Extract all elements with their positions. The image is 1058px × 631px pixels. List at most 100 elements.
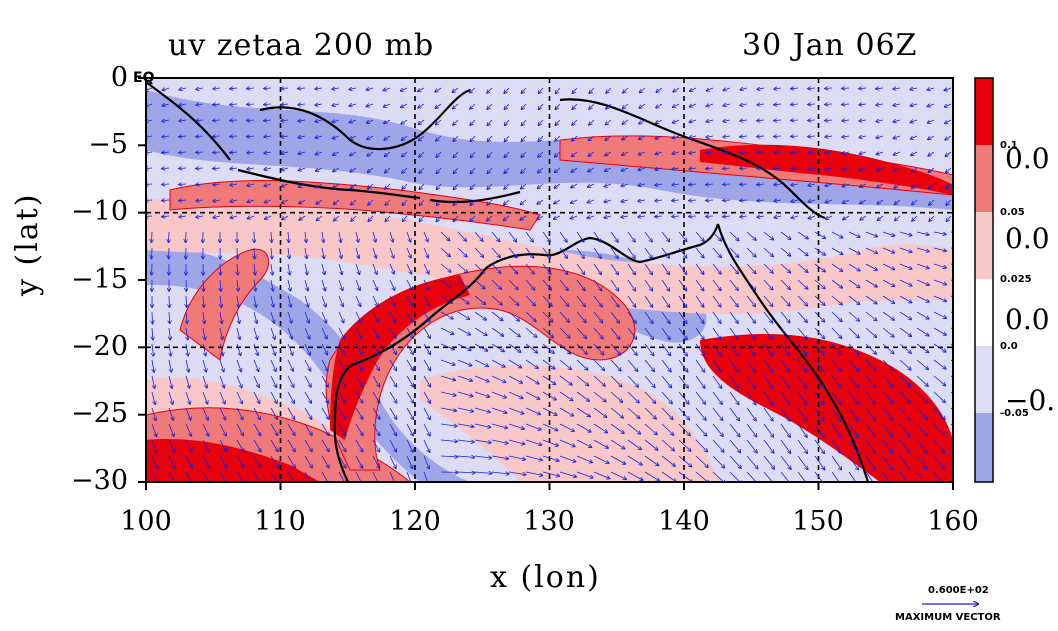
wind-vector: [690, 87, 697, 91]
wind-vector: [338, 375, 345, 387]
wind-vector: [912, 183, 918, 188]
wind-vector: [333, 136, 340, 139]
wind-vector: [706, 200, 714, 201]
wind-vector: [453, 135, 459, 141]
wind-vector: [746, 375, 755, 388]
wind-vector: [151, 471, 158, 482]
wind-vector: [746, 423, 757, 437]
wind-vector: [162, 184, 170, 185]
wind-vector: [661, 359, 671, 372]
wind-vector: [253, 359, 259, 371]
wind-vector: [933, 311, 946, 318]
wind-vector: [678, 423, 690, 435]
wind-vector: [899, 279, 912, 286]
wind-vector: [151, 455, 158, 468]
wind-vector: [826, 200, 833, 203]
wind-vector: [763, 407, 773, 421]
wind-vector: [644, 279, 652, 291]
wind-vector: [470, 183, 476, 189]
wind-vector: [236, 455, 244, 468]
wind-vector: [521, 199, 527, 204]
wind-vector: [322, 247, 324, 258]
wind-vector: [372, 295, 378, 306]
wind-vector: [860, 183, 867, 187]
wind-vector: [372, 327, 379, 338]
wind-vector: [746, 311, 755, 323]
wind-vector: [423, 423, 430, 436]
wind-vector: [389, 247, 394, 258]
wind-vector: [655, 168, 663, 170]
wind-vector: [298, 136, 306, 138]
wind-vector: [606, 103, 612, 109]
wind-vector: [605, 151, 612, 156]
wind-vector: [627, 359, 638, 371]
wind-vector: [474, 327, 487, 335]
wind-vector: [791, 168, 799, 169]
wind-vector: [729, 327, 738, 339]
wind-vector: [321, 407, 329, 419]
wind-vector: [213, 104, 221, 105]
wind-vector: [644, 343, 654, 355]
wind-vector: [304, 439, 312, 451]
wind-vector: [236, 359, 241, 372]
wind-vector: [423, 247, 428, 258]
wind-vector: [610, 439, 625, 449]
colorbar-swatch: [975, 346, 993, 413]
wind-vector: [757, 184, 765, 185]
wind-vector: [196, 200, 204, 201]
wind-vector: [627, 279, 635, 291]
wind-vector: [559, 279, 568, 290]
wind-vector: [385, 151, 391, 156]
wind-vector: [338, 471, 346, 482]
wind-vector: [237, 279, 238, 291]
wind-vector: [639, 119, 646, 124]
wind-vector: [542, 263, 551, 274]
wind-vector: [219, 423, 226, 436]
wind-vector: [831, 391, 841, 404]
wind-vector: [491, 391, 506, 398]
wind-vector: [196, 136, 204, 137]
wind-vector: [916, 391, 928, 403]
wind-vector: [842, 88, 850, 89]
wind-vector: [780, 247, 791, 256]
colorbar-level-value: 0.0: [1005, 303, 1050, 336]
wind-vector: [423, 375, 430, 387]
wind-vector: [349, 88, 357, 90]
wind-vector: [504, 103, 510, 109]
wind-vector: [623, 103, 629, 109]
wind-vector: [911, 135, 918, 139]
wind-vector: [287, 455, 295, 468]
wind-vector: [253, 311, 257, 323]
wind-vector: [474, 439, 491, 443]
wind-vector: [729, 343, 738, 356]
wind-vector: [808, 120, 816, 121]
wind-vector: [457, 375, 472, 381]
wind-vector: [882, 391, 893, 404]
colorbar-level-value: 0.0: [1005, 142, 1050, 175]
wind-vector: [916, 311, 929, 319]
wind-vector: [746, 327, 755, 339]
wind-vector: [848, 247, 860, 254]
wind-vector: [638, 216, 646, 217]
wind-vector: [471, 167, 476, 173]
wind-vector: [882, 295, 894, 303]
wind-vector: [287, 343, 293, 355]
wind-vector: [746, 407, 756, 421]
wind-vector: [440, 456, 458, 457]
wind-vector: [304, 327, 310, 339]
wind-vector: [859, 104, 867, 105]
wind-vector: [406, 375, 414, 387]
wind-vector: [368, 167, 374, 172]
wind-vector: [882, 375, 893, 387]
wind-vector: [457, 359, 472, 366]
wind-vector: [555, 151, 561, 157]
wind-vector: [814, 327, 824, 339]
wind-vector: [559, 311, 569, 322]
wind-vector: [389, 375, 397, 387]
wind-vector: [656, 103, 663, 108]
wind-vector: [230, 216, 238, 218]
wind-vector: [706, 120, 714, 122]
wind-vector: [385, 167, 391, 173]
wind-vector: [151, 423, 157, 436]
wind-vector: [525, 263, 534, 274]
